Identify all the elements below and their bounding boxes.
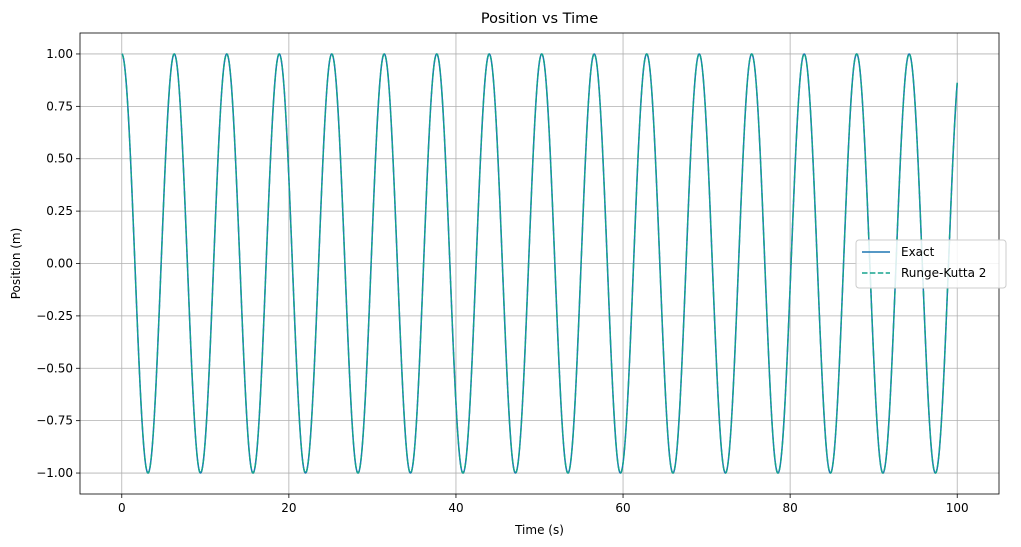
legend: Exact Runge-Kutta 2 <box>855 239 1007 289</box>
x-tick-label: 20 <box>281 501 296 515</box>
y-tick-label: 0.50 <box>46 152 73 166</box>
legend-label-exact: Exact <box>901 245 935 259</box>
series-line-runge-kutta-2 <box>121 53 958 474</box>
y-tick-label: 0.00 <box>46 257 73 271</box>
y-tick-label: 0.25 <box>46 204 73 218</box>
x-tick-label: 40 <box>448 501 463 515</box>
y-tick-label: −0.75 <box>36 414 73 428</box>
y-tick-label: −0.25 <box>36 309 73 323</box>
y-tick-label: 1.00 <box>46 47 73 61</box>
x-axis-label: Time (s) <box>514 523 564 537</box>
x-tick-label: 80 <box>782 501 797 515</box>
y-tick-label: −1.00 <box>36 466 73 480</box>
y-axis-label: Position (m) <box>9 228 23 300</box>
y-tick-label: −0.50 <box>36 361 73 375</box>
chart-title: Position vs Time <box>481 11 598 27</box>
x-tick-label: 100 <box>946 501 969 515</box>
x-tick-label: 0 <box>118 501 126 515</box>
x-axis-ticks: 0 20 40 60 80 100 <box>118 494 969 515</box>
y-tick-label: 0.75 <box>46 99 73 113</box>
legend-label-runge-kutta-2: Runge-Kutta 2 <box>901 266 986 280</box>
legend-box <box>855 239 1007 289</box>
y-axis-ticks: 1.00 0.75 0.50 0.25 0.00 −0.25 −0.50 −0.75 −1.00 <box>36 47 80 480</box>
series-layer <box>121 53 958 474</box>
x-tick-label: 60 <box>615 501 630 515</box>
